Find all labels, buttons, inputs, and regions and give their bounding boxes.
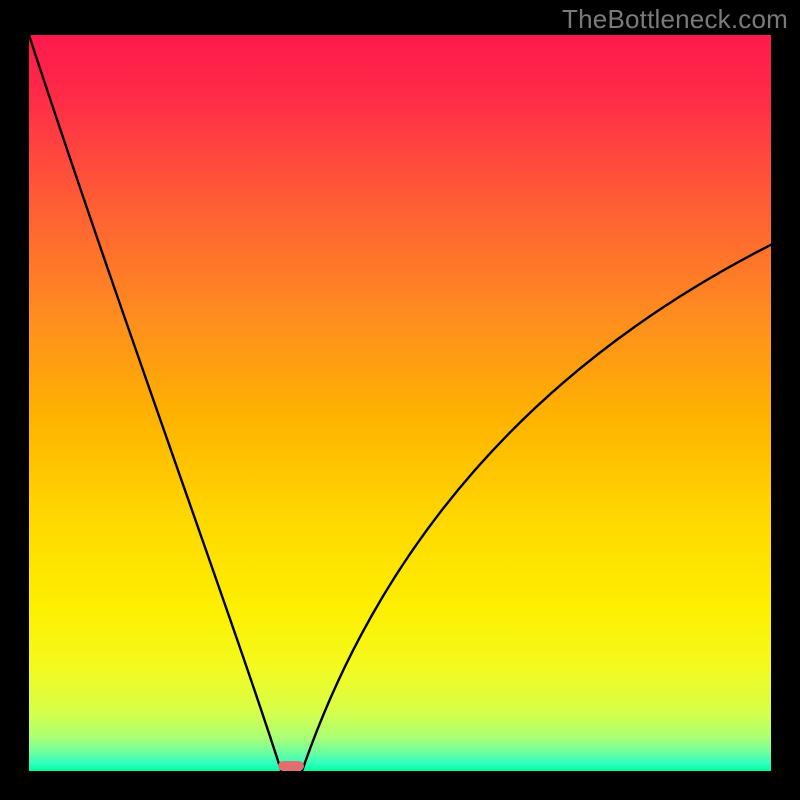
plot-area (29, 35, 771, 771)
bottleneck-curve (29, 35, 771, 771)
chart-frame: TheBottleneck.com (0, 0, 800, 800)
watermark-text: TheBottleneck.com (562, 4, 788, 35)
optimum-marker (278, 761, 303, 771)
